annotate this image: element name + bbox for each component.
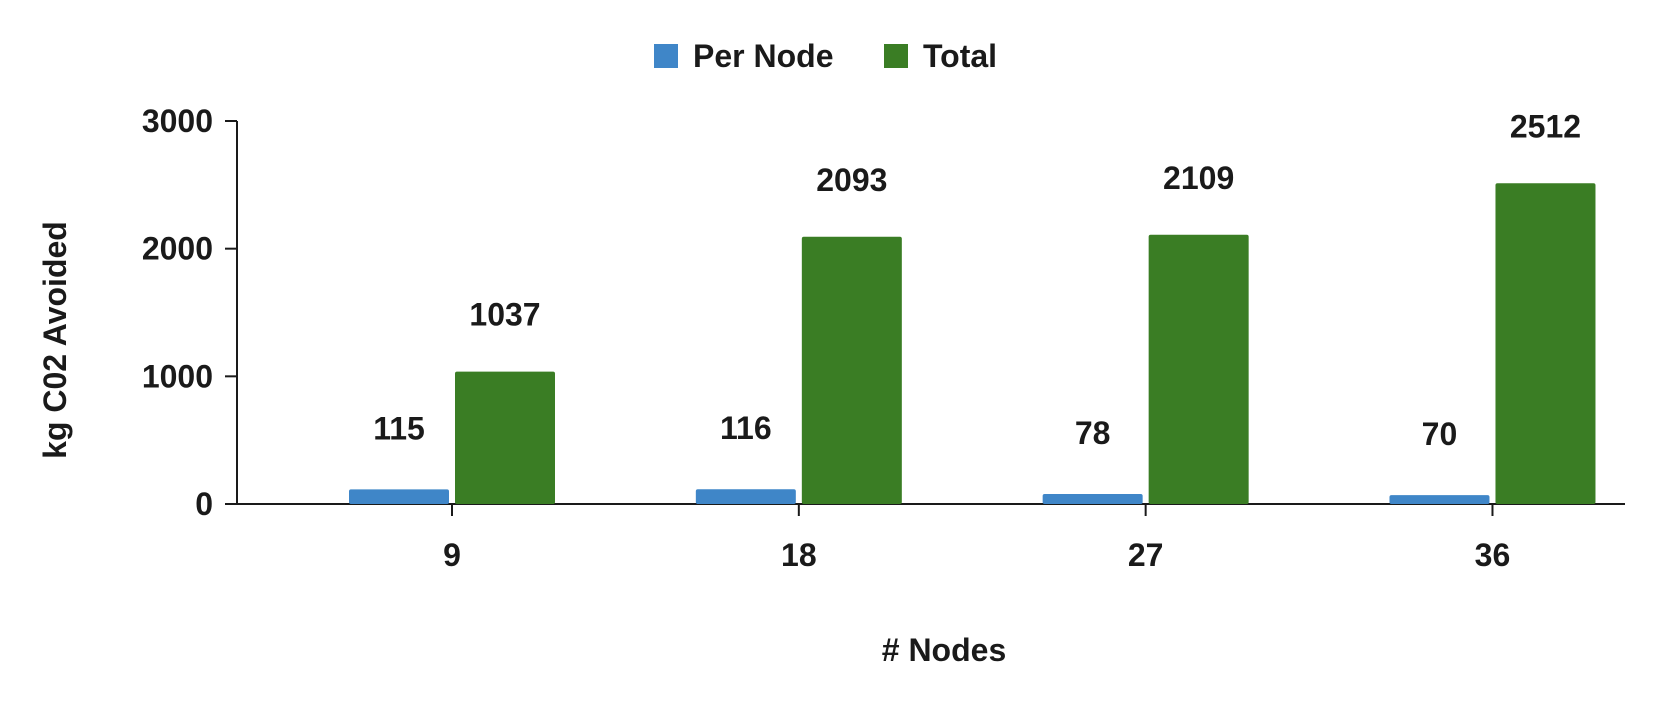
data-label: 2093 xyxy=(816,162,887,198)
x-tick-label: 18 xyxy=(781,537,817,573)
bar-per-node xyxy=(695,489,796,504)
bar-total xyxy=(1148,234,1249,504)
bar-total xyxy=(455,371,555,504)
bar-per-node xyxy=(349,489,449,504)
data-labels: 115 1037 116 2093 78 2109 70 2512 xyxy=(373,108,1581,452)
y-tick-label: 2000 xyxy=(142,231,213,267)
legend-label: Per Node xyxy=(693,38,833,74)
legend-label: Total xyxy=(923,38,997,74)
data-label: 2512 xyxy=(1510,108,1581,144)
bar-per-node xyxy=(1389,495,1490,504)
data-label: 2109 xyxy=(1163,160,1234,196)
bar-total xyxy=(801,236,902,504)
x-axis: 9 18 27 36 xyxy=(237,503,1625,573)
data-label: 78 xyxy=(1075,415,1111,451)
bars xyxy=(349,183,1596,504)
y-tick-label: 3000 xyxy=(142,103,213,139)
y-axis-title: kg C02 Avoided xyxy=(37,221,73,459)
bar-per-node xyxy=(1042,494,1143,504)
data-label: 115 xyxy=(373,410,425,446)
legend-swatch xyxy=(654,44,678,68)
data-label: 1037 xyxy=(469,297,540,333)
legend: Per Node Total xyxy=(654,38,997,74)
y-tick-label: 1000 xyxy=(142,358,213,394)
x-tick-label: 27 xyxy=(1128,537,1164,573)
data-label: 116 xyxy=(720,410,772,446)
x-axis-title: # Nodes xyxy=(882,632,1006,668)
data-label: 70 xyxy=(1422,416,1458,452)
legend-swatch xyxy=(884,44,908,68)
y-axis: 0 1000 2000 3000 xyxy=(142,103,238,522)
y-tick-label: 0 xyxy=(195,486,213,522)
x-tick-label: 36 xyxy=(1475,537,1511,573)
bar-total xyxy=(1495,183,1596,504)
x-tick-label: 9 xyxy=(443,537,461,573)
